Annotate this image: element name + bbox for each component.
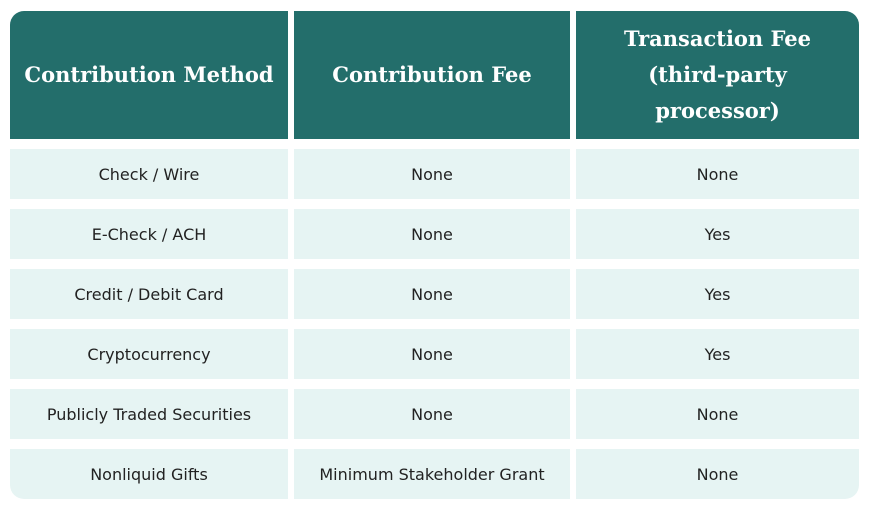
table-row: Nonliquid Gifts Minimum Stakeholder Gran…	[10, 449, 859, 499]
fee-table-container: Contribution Method Contribution Fee Tra…	[10, 11, 859, 499]
cell-contribution-fee: None	[294, 329, 570, 379]
table-row: Cryptocurrency None Yes	[10, 329, 859, 379]
cell-transaction-fee: None	[576, 149, 859, 199]
table-row: Publicly Traded Securities None None	[10, 389, 859, 439]
cell-method: Credit / Debit Card	[10, 269, 288, 319]
cell-contribution-fee: None	[294, 269, 570, 319]
cell-transaction-fee: Yes	[576, 209, 859, 259]
cell-method: Check / Wire	[10, 149, 288, 199]
cell-method: Publicly Traded Securities	[10, 389, 288, 439]
cell-contribution-fee: None	[294, 209, 570, 259]
cell-transaction-fee: None	[576, 389, 859, 439]
contribution-fee-table: Contribution Method Contribution Fee Tra…	[10, 11, 859, 499]
cell-transaction-fee: Yes	[576, 329, 859, 379]
cell-contribution-fee: None	[294, 149, 570, 199]
table-row: Check / Wire None None	[10, 149, 859, 199]
header-contribution-fee: Contribution Fee	[294, 11, 570, 139]
cell-contribution-fee: None	[294, 389, 570, 439]
cell-method: Nonliquid Gifts	[10, 449, 288, 499]
table-header-row: Contribution Method Contribution Fee Tra…	[10, 11, 859, 139]
cell-transaction-fee: Yes	[576, 269, 859, 319]
table-row: Credit / Debit Card None Yes	[10, 269, 859, 319]
cell-method: E-Check / ACH	[10, 209, 288, 259]
header-transaction-fee: Transaction Fee (third-party processor)	[576, 11, 859, 139]
table-row: E-Check / ACH None Yes	[10, 209, 859, 259]
cell-transaction-fee: None	[576, 449, 859, 499]
header-contribution-method: Contribution Method	[10, 11, 288, 139]
cell-contribution-fee: Minimum Stakeholder Grant	[294, 449, 570, 499]
cell-method: Cryptocurrency	[10, 329, 288, 379]
